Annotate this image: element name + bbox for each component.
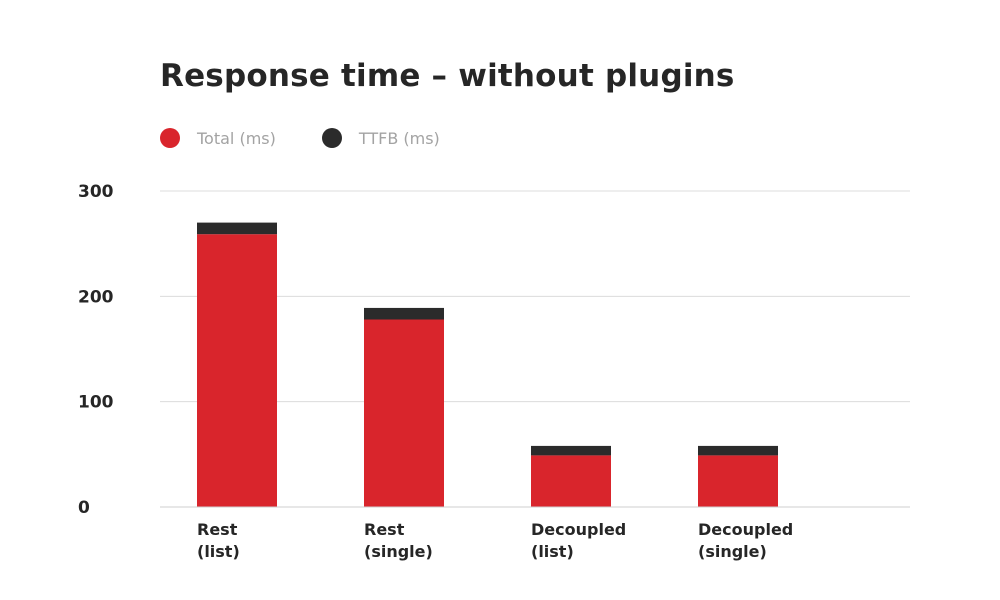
legend-label-ttfb: TTFB (ms) <box>358 128 440 148</box>
legend-swatch-ttfb <box>321 128 342 148</box>
x-category-label: Rest (list) <box>197 520 240 561</box>
legend-item-total: Total (ms) <box>160 128 276 148</box>
bar-total-0 <box>197 234 277 508</box>
y-tick-label: 0 <box>78 498 90 518</box>
bar-total-2 <box>531 455 611 507</box>
y-tick-label: 200 <box>78 287 114 307</box>
legend-label-total: Total (ms) <box>197 128 276 148</box>
legend-item-ttfb: TTFB (ms) <box>321 128 440 148</box>
bar-ttfb-0 <box>197 222 277 235</box>
chart-title: Response time – without plugins <box>160 58 735 94</box>
bar-total-1 <box>364 319 444 507</box>
bar-total-3 <box>698 455 778 507</box>
x-category-label: Decoupled (single) <box>698 520 793 561</box>
y-tick-label: 100 <box>78 393 114 413</box>
x-category-label: Decoupled (list) <box>531 520 626 561</box>
chart-legend: Total (ms) TTFB (ms) <box>160 128 486 148</box>
y-tick-label: 300 <box>78 182 114 202</box>
x-category-label: Rest (single) <box>364 520 433 561</box>
bar-ttfb-3 <box>698 445 778 456</box>
bar-ttfb-2 <box>531 445 611 456</box>
legend-swatch-total <box>160 128 180 148</box>
bar-ttfb-1 <box>364 307 444 320</box>
